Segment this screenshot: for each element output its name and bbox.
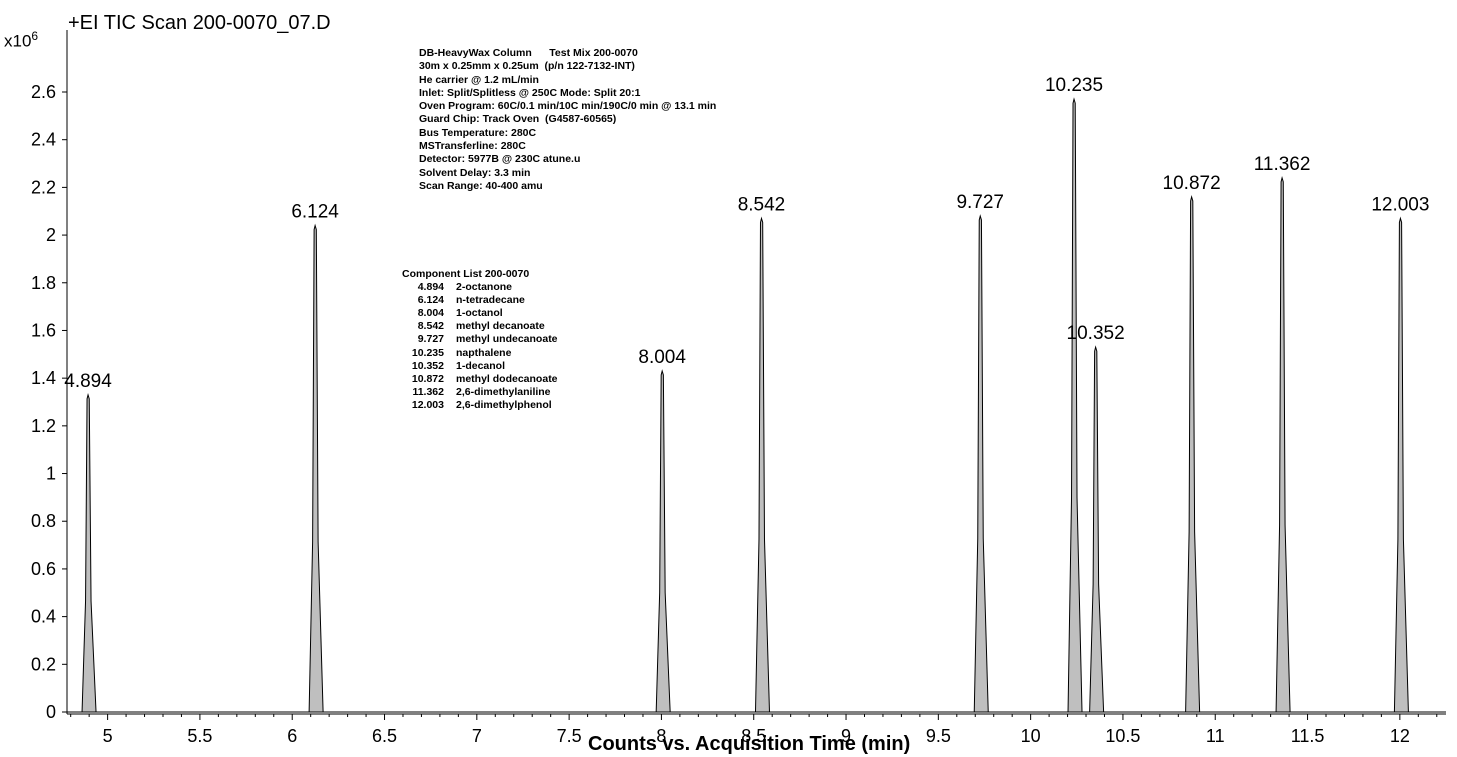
y-axis-multiplier: x106 [4, 29, 39, 51]
x-axis-label: Counts vs. Acquisition Time (min) [588, 733, 911, 755]
chart-title: +EI TIC Scan 200-0070_07.D [68, 12, 331, 34]
peak-6.124 [308, 223, 324, 713]
component-rt: 9.727 [417, 333, 444, 346]
component-name: methyl undecanoate [456, 333, 558, 346]
y-tick-label: 0.6 [31, 559, 56, 579]
x-tick-label: 6.5 [372, 726, 397, 746]
y-tick-label: 2.2 [31, 177, 56, 197]
y-tick-label: 1.2 [31, 416, 56, 436]
component-row: 10.352 1-decanol [402, 360, 558, 373]
peak-label-10.352: 10.352 [1067, 323, 1125, 344]
y-tick-label: 2.4 [31, 130, 56, 150]
x-tick-label: 11 [1206, 726, 1225, 746]
component-row: 4.894 2-octanone [402, 281, 558, 294]
x-tick-label: 10 [1021, 726, 1041, 746]
peak-11.362 [1275, 175, 1291, 713]
peak-4.894 [81, 392, 97, 713]
y-tick-label: 1 [46, 464, 56, 484]
method-info-line: Oven Program: 60C/0.1 min/10C min/190C/0… [419, 100, 717, 113]
peak-label-10.235: 10.235 [1045, 75, 1103, 96]
y-tick-label: 0 [46, 702, 56, 722]
method-info-line: Inlet: Split/Splitless @ 250C Mode: Spli… [419, 86, 641, 99]
component-rt: 10.235 [411, 346, 444, 359]
component-row: 12.003 2,6-dimethylphenol [402, 399, 558, 412]
x-tick-label: 5.5 [187, 726, 212, 746]
y-tick-label: 0.4 [31, 607, 56, 627]
method-info-block: DB-HeavyWax Column Test Mix 200-0070 30m … [419, 47, 716, 193]
component-rt: 8.542 [417, 320, 444, 333]
method-info-line: 30m x 0.25mm x 0.25um (p/n 122-7132-INT) [419, 60, 635, 73]
peak-label-4.894: 4.894 [64, 371, 112, 392]
component-list-title: Component List 200-0070 [402, 268, 530, 280]
peak-8.542 [754, 216, 770, 713]
peak-9.727 [973, 214, 989, 713]
peak-10.352 [1089, 345, 1105, 713]
y-tick-label: 2.6 [31, 82, 56, 102]
y-tick-label: 1.8 [31, 273, 56, 293]
peak-10.872 [1185, 195, 1201, 713]
x-tick-label: 5 [103, 726, 113, 746]
component-rt: 11.362 [412, 385, 444, 398]
component-name: 2,6-dimethylaniline [456, 385, 551, 398]
peak-label-6.124: 6.124 [291, 202, 339, 223]
peak-10.235 [1067, 97, 1083, 713]
component-name: 2-octanone [456, 281, 513, 294]
peak-label-9.727: 9.727 [956, 192, 1004, 213]
component-row: 6.124 n-tetradecane [402, 294, 558, 307]
method-info-line: Guard Chip: Track Oven (G4587-60565) [419, 113, 617, 126]
x-tick-label: 6 [287, 726, 297, 746]
component-rt: 10.872 [411, 372, 444, 385]
x-tick-label: 8 [656, 726, 666, 746]
component-name: methyl dodecanoate [456, 372, 558, 385]
component-name: 2,6-dimethylphenol [456, 398, 552, 411]
component-row: 10.235 napthalene [402, 347, 558, 360]
component-name: 1-octanol [456, 307, 503, 320]
component-row: 10.872 methyl dodecanoate [402, 373, 558, 386]
component-row: 8.004 1-octanol [402, 307, 558, 320]
y-tick-label: 1.4 [31, 368, 56, 388]
method-info-line: Detector: 5977B @ 230C atune.u [419, 153, 581, 166]
component-name: 1-decanol [456, 359, 506, 372]
peak-8.004 [655, 369, 671, 713]
method-info-line: Bus Temperature: 280C [419, 126, 537, 139]
peak-12.003 [1393, 216, 1409, 713]
peak-label-12.003: 12.003 [1371, 194, 1429, 215]
component-rt: 4.894 [417, 281, 444, 294]
component-name: methyl decanoate [456, 320, 545, 333]
peak-label-11.362: 11.362 [1254, 154, 1311, 175]
method-info-line: MSTransferline: 280C [419, 140, 526, 153]
x-tick-label: 7.5 [557, 726, 582, 746]
component-row: 8.542 methyl decanoate [402, 320, 558, 333]
component-rt: 12.003 [411, 398, 444, 411]
x-tick-label: 9 [841, 726, 851, 746]
y-tick-label: 2 [46, 225, 56, 245]
x-tick-label: 7 [472, 726, 482, 746]
component-rt: 10.352 [411, 359, 444, 372]
x-tick-label: 8.5 [741, 726, 766, 746]
component-name: n-tetradecane [456, 294, 525, 307]
method-info-line: Scan Range: 40-400 amu [419, 179, 543, 192]
component-row: 9.727 methyl undecanoate [402, 333, 558, 346]
x-tick-label: 12 [1390, 726, 1410, 746]
method-info-line: DB-HeavyWax Column Test Mix 200-0070 [419, 47, 638, 59]
component-rt: 6.124 [417, 294, 444, 307]
component-row: 11.362 2,6-dimethylaniline [402, 386, 558, 399]
component-list: Component List 200-0070 4.894 2-octanone 6… [402, 268, 558, 412]
y-tick-label: 0.2 [31, 654, 56, 674]
component-name: napthalene [456, 346, 512, 359]
peak-label-8.542: 8.542 [738, 194, 786, 215]
x-tick-label: 10.5 [1105, 726, 1140, 746]
y-tick-label: 0.8 [31, 511, 56, 531]
x-tick-label: 9.5 [926, 726, 951, 746]
peak-label-8.004: 8.004 [638, 347, 686, 368]
method-info-line: He carrier @ 1.2 mL/min [419, 73, 539, 86]
y-tick-label: 1.6 [31, 320, 56, 340]
peak-label-10.872: 10.872 [1163, 173, 1221, 194]
component-rt: 8.004 [417, 307, 444, 320]
x-tick-label: 11.5 [1291, 726, 1325, 746]
method-info-line: Solvent Delay: 3.3 min [419, 166, 531, 179]
